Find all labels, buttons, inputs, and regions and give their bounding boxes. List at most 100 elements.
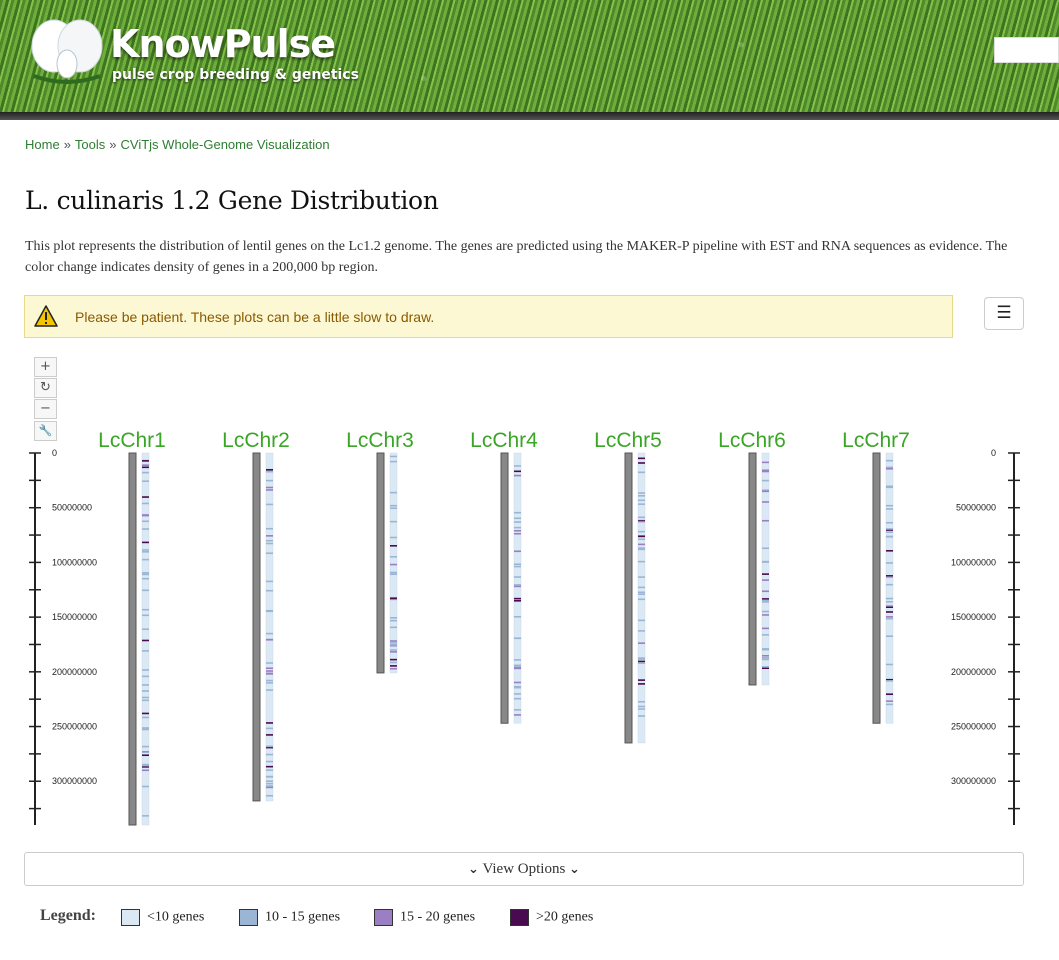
density-band	[886, 485, 893, 488]
chromosome-bar	[252, 452, 261, 802]
density-band	[514, 615, 521, 618]
density-band	[266, 672, 273, 675]
density-band	[886, 504, 893, 507]
genome-plot[interactable]: 0 50000000 100000000 150000000 200000000 2500…	[0, 420, 1059, 840]
header-banner	[0, 0, 1059, 112]
density-band	[142, 728, 149, 731]
breadcrumb-home[interactable]: Home	[25, 137, 60, 152]
legend-label: <10 genes	[147, 909, 205, 925]
density-band	[514, 584, 521, 586]
density-band	[390, 640, 397, 642]
density-band	[266, 486, 273, 489]
legend-label: 10 - 15 genes	[265, 909, 341, 925]
axis-tick-label: 0	[991, 448, 996, 458]
density-band	[390, 667, 397, 670]
density-band	[514, 576, 521, 578]
density-band	[266, 589, 273, 592]
header-search-box[interactable]	[994, 37, 1059, 63]
view-options-toggle[interactable]: ⌄ View Options ⌄	[24, 852, 1024, 886]
density-band	[266, 780, 273, 783]
page-description: This plot represents the distribution of…	[25, 239, 1008, 275]
chromosome-bar	[376, 452, 385, 674]
density-band	[886, 576, 893, 579]
density-band	[142, 628, 149, 631]
density-band	[142, 466, 149, 469]
density-track	[389, 452, 398, 674]
chromosome-bar	[872, 452, 881, 724]
zoom-in-button[interactable]: +	[34, 357, 57, 377]
density-band	[514, 709, 521, 711]
menu-button[interactable]: ☰	[984, 297, 1024, 330]
density-band	[266, 580, 273, 583]
density-band	[390, 460, 397, 463]
density-band	[266, 470, 273, 473]
density-band	[638, 457, 645, 460]
density-band	[266, 552, 273, 555]
density-band	[762, 489, 769, 491]
density-band	[886, 611, 893, 613]
chromosome-bar	[748, 452, 757, 686]
density-band	[762, 469, 769, 472]
density-track	[265, 452, 274, 802]
density-band	[266, 794, 273, 797]
density-band	[514, 517, 521, 520]
density-band	[266, 468, 273, 471]
density-band	[762, 667, 769, 670]
knowpulse-logo-icon[interactable]	[24, 14, 110, 92]
zoom-out-button[interactable]: −	[34, 399, 57, 419]
density-band	[886, 521, 893, 524]
density-band	[142, 769, 149, 772]
density-band	[266, 489, 273, 491]
warning-icon	[34, 305, 58, 327]
breadcrumb-separator: »	[109, 137, 117, 152]
density-band	[142, 589, 149, 592]
density-band	[514, 565, 521, 568]
density-band	[266, 722, 273, 724]
site-title[interactable]: KnowPulse	[110, 22, 336, 66]
density-band	[142, 690, 149, 692]
density-band	[886, 508, 893, 510]
density-band	[390, 617, 397, 619]
density-band	[514, 637, 521, 640]
density-band	[514, 465, 521, 467]
density-band	[762, 490, 769, 493]
density-band	[390, 507, 397, 510]
density-band	[638, 630, 645, 632]
density-band	[886, 693, 893, 696]
density-band	[638, 591, 645, 594]
density-band	[886, 680, 893, 682]
density-band	[390, 665, 397, 667]
density-band	[762, 519, 769, 522]
axis-tick-label: 250000000	[52, 722, 97, 732]
density-band	[514, 697, 521, 700]
axis-tick-label: 150000000	[951, 612, 996, 622]
density-band	[266, 776, 273, 778]
density-band	[266, 542, 273, 545]
density-band	[638, 662, 645, 664]
density-band	[638, 657, 645, 659]
chevron-down-icon: ⌄	[569, 862, 580, 877]
breadcrumb-cvitjs[interactable]: CViTjs Whole-Genome Visualization	[120, 137, 330, 152]
density-band	[390, 520, 397, 523]
axis-tick-label: 50000000	[956, 503, 996, 513]
density-band	[142, 754, 149, 757]
breadcrumb-tools[interactable]: Tools	[74, 137, 106, 152]
density-band	[886, 616, 893, 618]
density-band	[390, 661, 397, 664]
density-band	[638, 492, 645, 494]
density-band	[390, 598, 397, 601]
density-band	[886, 606, 893, 608]
view-options-label: View Options	[482, 861, 566, 877]
density-band	[390, 658, 397, 661]
density-band	[886, 583, 893, 586]
density-band	[638, 520, 645, 523]
settings-wrench-button[interactable]: 🔧	[34, 421, 57, 441]
reset-view-button[interactable]: ↻	[34, 378, 57, 398]
density-band	[390, 649, 397, 651]
density-band	[142, 785, 149, 788]
density-band	[390, 619, 397, 622]
density-band	[514, 667, 521, 669]
density-band	[142, 764, 149, 767]
legend-swatch	[374, 909, 393, 926]
density-band	[886, 604, 893, 607]
